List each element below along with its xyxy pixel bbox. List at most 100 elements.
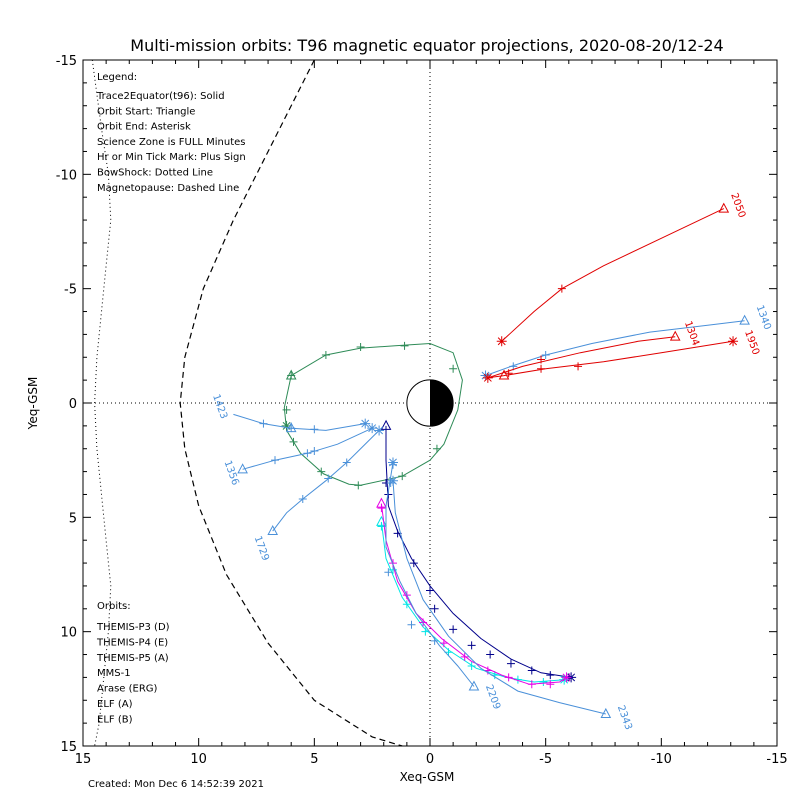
magnetopause-line [179, 59, 403, 747]
y-tick-label: -5 [64, 283, 77, 298]
x-tick-label: 0 [426, 752, 434, 767]
orbit-start-marker [380, 419, 392, 430]
orbit-tick-mark [321, 350, 330, 359]
orbit-start-marker [267, 524, 279, 536]
orbit-end-marker [281, 420, 292, 431]
orbit-start-marker [718, 202, 730, 213]
orbit-end-marker [561, 672, 572, 683]
orbit-line [392, 480, 606, 715]
orbit-legend-item: ELF (B) [97, 714, 133, 725]
orbit-end-marker [728, 336, 739, 347]
orbit-line [242, 427, 373, 470]
orbit-legend-item: THEMIS-P3 (D) [96, 622, 170, 633]
orbit-line [501, 208, 725, 342]
orbit-time-label: 1340 [754, 304, 773, 332]
orbit-tick-mark [298, 495, 307, 504]
x-tick-label: -10 [651, 752, 672, 767]
orbit-start-marker [285, 422, 297, 433]
orbit-tick-mark [303, 449, 312, 458]
orbit-tick-mark [282, 405, 291, 414]
orbit-tick-mark [574, 362, 583, 371]
orbit-line [283, 342, 463, 486]
orbit-tick-mark [539, 677, 548, 686]
y-tick-label: 0 [69, 397, 77, 412]
orbit-tick-mark [421, 627, 430, 636]
orbit-tick-mark [354, 481, 363, 490]
y-tick-label: -15 [56, 54, 77, 69]
orbit-tick-mark [289, 437, 298, 446]
orbit-tick-mark [310, 447, 319, 456]
orbit-tick-mark [407, 620, 416, 629]
orbit-tick-mark [430, 636, 439, 645]
orbit-tick-mark [467, 661, 476, 670]
x-axis-label: Xeq-GSM [400, 770, 455, 784]
orbit-legend-item: Arase (ERG) [97, 684, 158, 695]
orbit-tick-mark [537, 355, 546, 364]
orbit-line [485, 320, 745, 377]
orbit-tick-mark [377, 504, 386, 513]
orbit-legend-item: ELF (A) [97, 699, 133, 710]
y-tick-label: 5 [69, 511, 77, 526]
orbit-time-label: 2209 [483, 683, 502, 711]
orbit-start-marker [285, 369, 297, 380]
orbit-start-marker [237, 463, 248, 474]
orbit-tick-mark [259, 419, 268, 428]
orbit-line [487, 336, 676, 379]
legend-line: BowShock: Dotted Line [97, 168, 213, 179]
orbits-legend-title: Orbits: [97, 601, 131, 612]
orbit-tick-mark [467, 641, 476, 650]
x-tick-label: 10 [190, 752, 207, 767]
x-tick-label: 15 [75, 752, 92, 767]
orbit-tick-mark [432, 444, 441, 453]
orbit-tick-mark [356, 342, 365, 351]
chart-title: Multi-mission orbits: T96 magnetic equat… [130, 36, 723, 55]
orbit-tick-mark [426, 586, 434, 595]
orbit-tick-mark [537, 364, 546, 373]
orbit-legend-item: THEMIS-P5 (A) [96, 653, 169, 664]
y-tick-label: -10 [56, 168, 77, 183]
orbit-tick-mark [527, 680, 536, 689]
legend-line: Trace2Equator(t96): Solid [96, 91, 225, 102]
orbit-time-label: 1950 [742, 329, 761, 357]
orbit-start-marker [739, 314, 750, 325]
x-tick-label: -5 [539, 752, 552, 767]
orbit-start-marker [376, 497, 387, 508]
orbit-tick-mark [541, 350, 550, 359]
orbit-time-label: 1423 [210, 393, 229, 421]
orbit-time-label: 2050 [728, 192, 747, 220]
orbit-legend-item: MMS-1 [97, 668, 131, 679]
earth-nightside [430, 379, 454, 427]
orbit-start-marker [600, 707, 612, 718]
orbit-tick-mark [460, 652, 469, 661]
orbit-tick-mark [546, 671, 555, 680]
x-tick-label: -15 [766, 752, 787, 767]
orbit-tick-mark [546, 680, 555, 689]
orbit-tick-mark [506, 659, 515, 668]
orbit-line [385, 425, 572, 678]
y-axis-label: Yeq-GSM [26, 377, 40, 431]
orbit-tick-mark [342, 458, 351, 467]
orbit-tick-mark [271, 456, 280, 465]
orbit-time-label: 1729 [252, 535, 271, 563]
orbit-line [233, 413, 366, 431]
legend-line: Orbit Start: Triangle [97, 106, 195, 117]
orbit-tick-mark [324, 474, 333, 483]
orbit-tick-mark [504, 673, 513, 682]
orbit-tick-mark [449, 364, 458, 373]
orbit-tick-mark [527, 666, 536, 675]
orbit-time-label: 1356 [222, 459, 241, 487]
legend-line: Science Zone is FULL Minutes [97, 137, 246, 148]
orbit-tick-mark [317, 467, 326, 476]
orbit-tick-mark [398, 472, 407, 481]
orbit-tick-mark [449, 625, 458, 634]
orbit-end-marker [367, 423, 378, 434]
orbit-start-marker [669, 330, 681, 341]
orbit-line [272, 430, 380, 532]
y-tick-label: 10 [60, 626, 77, 641]
orbit-line [380, 521, 565, 683]
orbit-tick-mark [486, 650, 495, 659]
orbit-tick-mark [310, 425, 319, 434]
orbit-start-marker [468, 680, 480, 691]
orbit-end-marker [374, 425, 385, 436]
